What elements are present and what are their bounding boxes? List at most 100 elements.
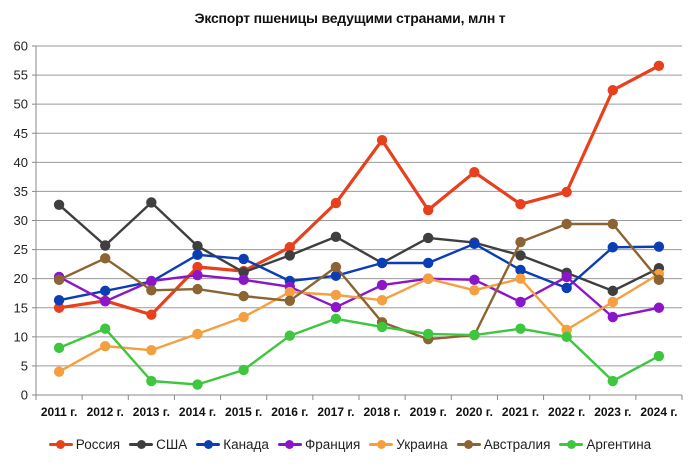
data-point-marker (515, 199, 526, 210)
data-point-marker (607, 285, 618, 297)
legend-item: Франция (277, 437, 361, 452)
data-point-marker (146, 197, 157, 208)
data-point-marker (515, 264, 526, 276)
series-lines (53, 60, 665, 390)
data-point-marker (238, 274, 249, 286)
data-point-marker (53, 199, 65, 210)
data-point-marker (515, 250, 526, 261)
data-point-marker (146, 345, 157, 356)
series-line (57, 317, 661, 386)
y-axis-ticks: 0 5 10 15 20 25 30 35 40 45 50 55 60 (14, 39, 36, 403)
data-point-marker (192, 269, 203, 281)
data-point-marker (192, 261, 203, 273)
data-point-marker (653, 350, 665, 362)
data-point-marker (53, 274, 65, 286)
chart-title: Экспорт пшеницы ведущими странами, млн т (194, 10, 506, 26)
data-point-marker (192, 328, 203, 340)
data-point-marker (284, 286, 295, 298)
data-point-marker (423, 232, 434, 244)
data-point-marker (192, 249, 203, 261)
data-point-marker (469, 238, 480, 249)
data-point-marker (561, 186, 572, 198)
data-point-marker (238, 364, 249, 376)
data-point-marker (515, 273, 526, 284)
data-point-marker (376, 279, 388, 291)
series-Аргентина (53, 313, 665, 390)
legend-label: Россия (75, 437, 121, 452)
data-point-marker (561, 218, 572, 230)
data-point-marker (607, 218, 618, 230)
x-tick-label: 2017 г. (317, 405, 354, 419)
x-tick-label: 2012 г. (87, 405, 124, 419)
legend-item: Украина (369, 437, 448, 452)
data-point-marker (53, 294, 65, 306)
data-point-marker (469, 274, 480, 286)
data-point-marker (146, 375, 157, 387)
legend: Россия США Канада Франция Украина Австралия Ар… (0, 437, 700, 452)
data-point-marker (653, 274, 665, 286)
data-point-marker (238, 253, 249, 265)
data-point-marker (53, 366, 65, 377)
legend-label: Франция (304, 437, 361, 452)
legend-item: США (129, 437, 187, 452)
data-point-marker (100, 285, 111, 297)
x-tick-label: 2023 г. (594, 405, 631, 419)
data-point-marker (330, 231, 342, 242)
series-line (57, 242, 661, 302)
legend-item: Австралия (456, 437, 551, 452)
x-axis-ticks: 2011 г. 2012 г. 2013 г. 2014 г. 2015 г. 2016 … (35, 395, 683, 419)
y-tick-label: 35 (14, 184, 28, 199)
data-point-marker (607, 242, 618, 253)
y-tick-label: 5 (21, 358, 28, 373)
legend-label: Аргентина (586, 437, 652, 452)
data-point-marker (561, 331, 572, 343)
y-tick-label: 60 (14, 39, 28, 54)
data-point-marker (376, 294, 388, 306)
data-point-marker (423, 204, 434, 216)
y-tick-label: 0 (21, 388, 28, 403)
data-point-marker (330, 197, 342, 209)
y-tick-label: 40 (14, 155, 28, 170)
legend-label: Украина (396, 437, 448, 452)
data-point-marker (515, 296, 526, 308)
legend-label: Австралия (483, 437, 551, 452)
legend-line-marker-icon (48, 439, 73, 451)
x-tick-label: 2022 г. (548, 405, 585, 419)
data-point-marker (469, 285, 480, 296)
legend-line-marker-icon (196, 439, 221, 451)
data-point-marker (284, 250, 295, 261)
y-tick-label: 45 (14, 126, 28, 141)
y-tick-label: 10 (14, 329, 28, 344)
legend-line-marker-icon (277, 439, 302, 451)
legend-item: Канада (196, 437, 269, 452)
data-point-marker (607, 85, 618, 96)
legend-line-marker-icon (369, 439, 394, 451)
data-point-marker (238, 267, 249, 278)
x-tick-label: 2018 г. (363, 405, 400, 419)
data-point-marker (53, 302, 65, 313)
data-point-marker (469, 167, 480, 178)
data-point-marker (607, 296, 618, 308)
data-point-marker (100, 340, 111, 352)
data-point-marker (653, 241, 665, 252)
data-point-marker (53, 342, 65, 354)
x-tick-label: 2013 г. (133, 405, 170, 419)
legend-label: США (156, 437, 188, 452)
series-Австралия (53, 218, 665, 345)
x-tick-label: 2021 г. (502, 405, 539, 419)
legend-item: Россия (48, 437, 121, 452)
series-line (57, 64, 661, 317)
data-point-marker (330, 261, 342, 273)
series-line (57, 201, 661, 293)
data-point-marker (607, 375, 618, 387)
data-point-marker (146, 275, 157, 287)
data-point-marker (607, 311, 618, 323)
data-point-marker (653, 60, 665, 71)
y-tick-label: 15 (14, 300, 28, 315)
data-point-marker (192, 240, 203, 252)
data-point-marker (515, 323, 526, 334)
data-point-marker (238, 311, 249, 323)
x-tick-label: 2020 г. (456, 405, 493, 419)
y-tick-label: 20 (14, 271, 28, 286)
